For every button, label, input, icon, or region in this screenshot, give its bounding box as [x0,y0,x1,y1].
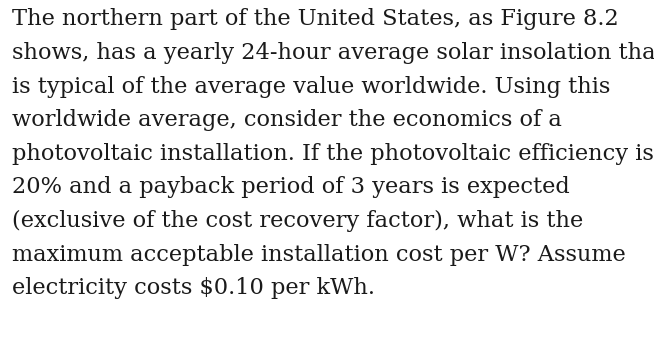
Text: The northern part of the United States, as Figure 8.2
shows, has a yearly 24-hou: The northern part of the United States, … [12,8,654,299]
